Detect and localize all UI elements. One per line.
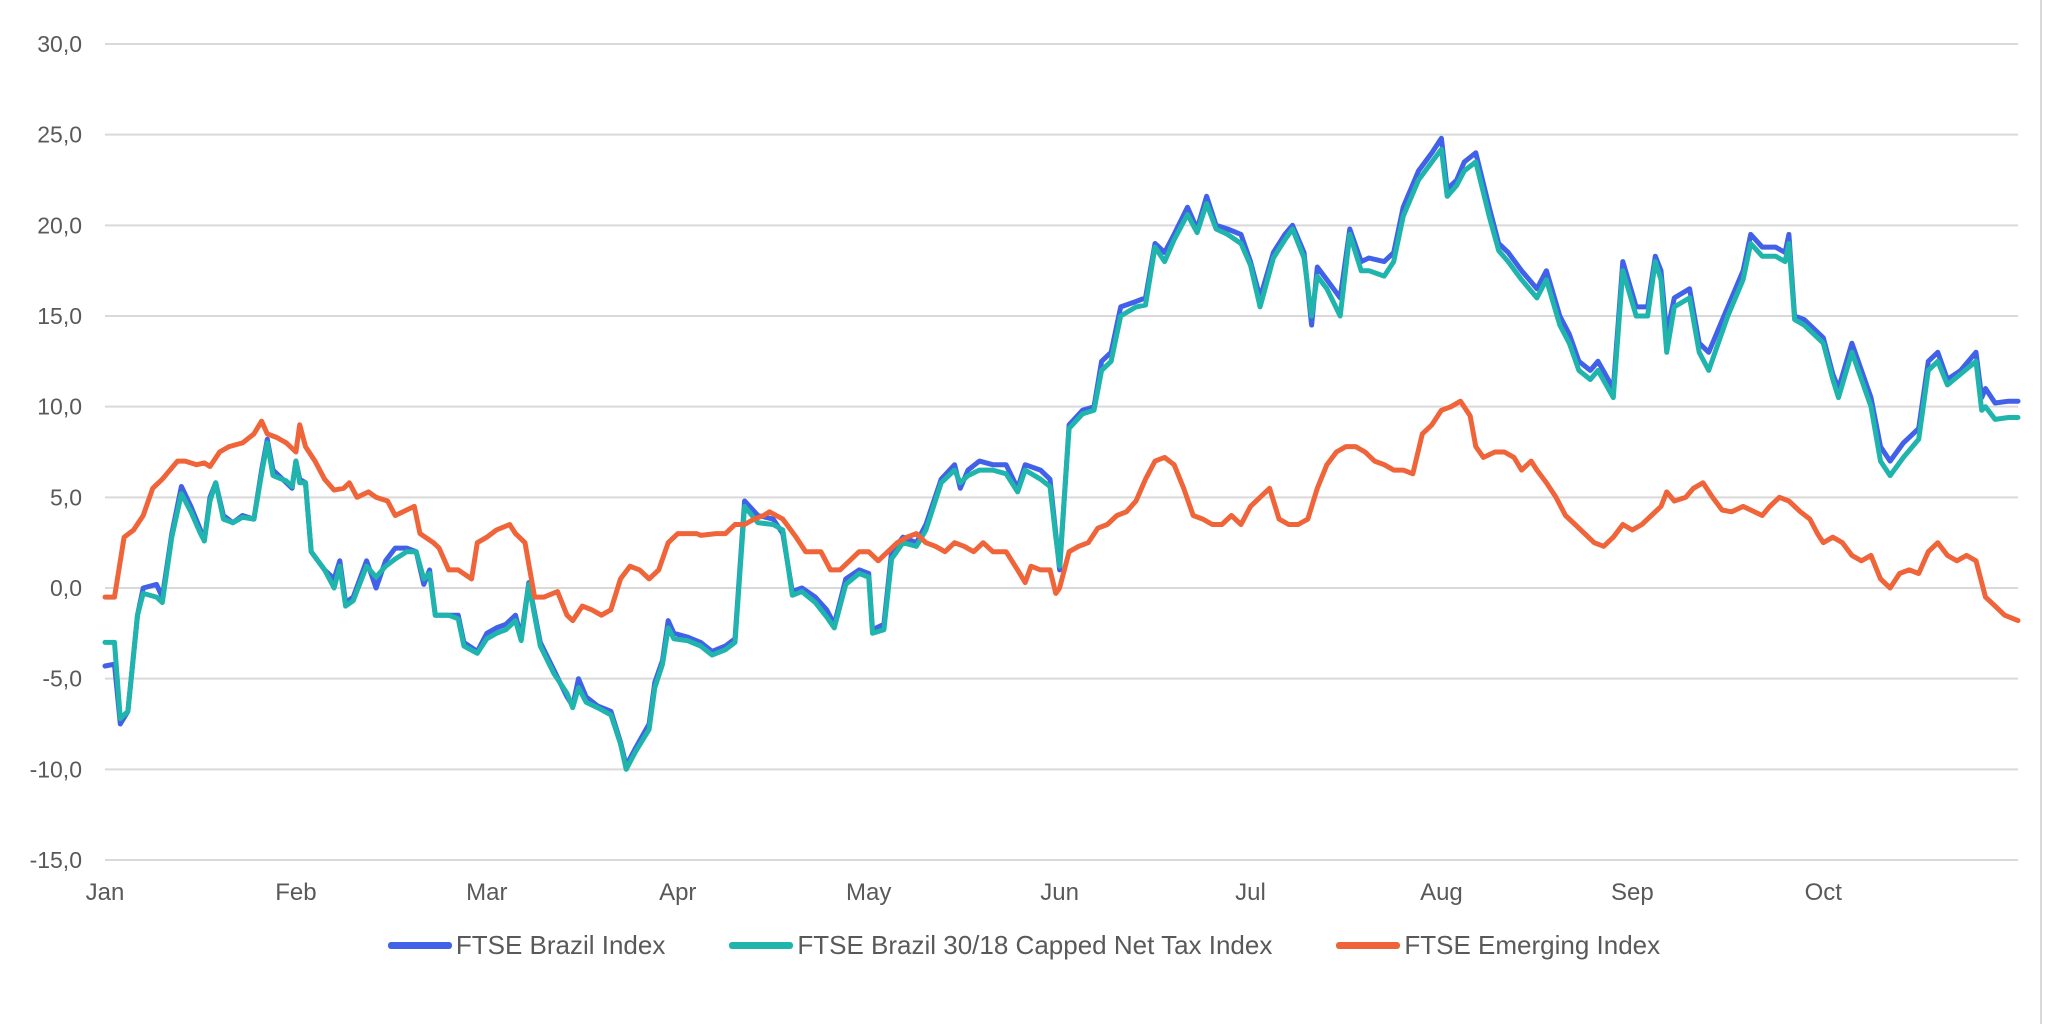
y-tick-label: 20,0 xyxy=(37,212,82,238)
legend-swatch-brazil-capped xyxy=(729,942,794,949)
x-tick-label: May xyxy=(846,879,891,906)
x-tick-label: Oct xyxy=(1805,879,1843,906)
y-tick-label: 15,0 xyxy=(37,303,82,329)
chart-frame-edge xyxy=(2040,0,2042,1024)
x-tick-label: Aug xyxy=(1420,879,1463,906)
y-tick-label: -15,0 xyxy=(30,847,82,873)
legend-item-brazil: FTSE Brazil Index xyxy=(387,930,666,961)
y-tick-label: 25,0 xyxy=(37,122,82,148)
series-line-2 xyxy=(102,398,2021,624)
legend-item-brazil-capped: FTSE Brazil 30/18 Capped Net Tax Index xyxy=(729,930,1272,961)
x-tick-label: Sep xyxy=(1611,879,1654,906)
y-tick-label: 10,0 xyxy=(37,394,82,420)
series-line-1 xyxy=(102,146,2021,772)
x-tick-label: Mar xyxy=(466,879,507,906)
y-tick-label: 5,0 xyxy=(50,484,82,510)
legend-swatch-brazil xyxy=(387,942,452,949)
legend-label-brazil: FTSE Brazil Index xyxy=(455,930,666,960)
series-lines xyxy=(102,135,2021,772)
y-tick-label: 30,0 xyxy=(37,31,82,57)
y-axis-tick-labels: 30,0 25,0 20,0 15,0 10,0 5,0 0,0 -5,0 -10,0 -15,0 xyxy=(30,31,82,873)
x-tick-label: Jan xyxy=(86,879,125,906)
y-tick-label: -10,0 xyxy=(30,756,82,782)
gridlines xyxy=(105,43,2018,861)
legend-item-emerging: FTSE Emerging Index xyxy=(1336,930,1660,961)
x-axis-tick-labels: Jan Feb Mar Apr May Jun Jul Aug Sep Oct xyxy=(86,879,1843,906)
y-tick-label: -5,0 xyxy=(42,666,82,692)
x-tick-label: Jun xyxy=(1040,879,1079,906)
series-line-0 xyxy=(102,135,2021,769)
x-tick-label: Feb xyxy=(275,879,316,906)
y-tick-label: 0,0 xyxy=(50,575,82,601)
legend-swatch-emerging xyxy=(1336,942,1401,949)
legend-label-brazil-capped: FTSE Brazil 30/18 Capped Net Tax Index xyxy=(797,930,1273,960)
legend: FTSE Brazil Index FTSE Brazil 30/18 Capp… xyxy=(0,930,2048,961)
legend-label-emerging: FTSE Emerging Index xyxy=(1404,930,1661,960)
x-tick-label: Apr xyxy=(659,879,696,906)
x-tick-label: Jul xyxy=(1235,879,1266,906)
